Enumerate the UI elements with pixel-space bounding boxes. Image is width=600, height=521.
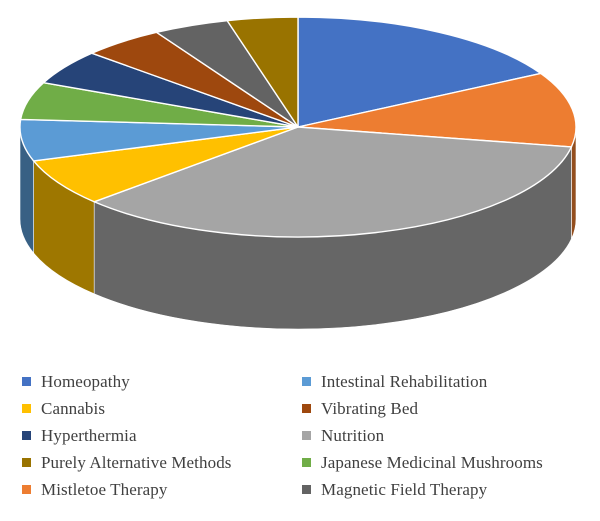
pie-sides	[19, 126, 577, 330]
legend-swatch	[302, 404, 311, 413]
legend-swatch	[22, 404, 31, 413]
legend-row: Mistletoe Therapy Magnetic Field Therapy	[22, 476, 592, 503]
legend-label: Purely Alternative Methods	[41, 452, 232, 472]
legend-row: Cannabis Vibrating Bed	[22, 395, 592, 422]
legend-swatch	[22, 485, 31, 494]
legend-item-hyperthermia: Hyperthermia	[22, 426, 302, 446]
legend-item-nutrition: Nutrition	[302, 426, 592, 446]
pie-slice-homeopathy	[297, 16, 542, 128]
pie-slice-cannabis	[32, 126, 299, 203]
legend-label: Magnetic Field Therapy	[321, 479, 488, 499]
pie-chart	[19, 16, 577, 330]
legend-swatch	[22, 458, 31, 467]
legend-label: Vibrating Bed	[321, 398, 419, 418]
legend-label: Hyperthermia	[41, 425, 137, 445]
legend-row: Purely Alternative Methods Japanese Medic…	[22, 449, 592, 476]
pie-slice-mistletoe-therapy	[297, 72, 577, 148]
legend-label: Cannabis	[41, 398, 106, 418]
legend-row: Hyperthermia Nutrition	[22, 422, 592, 449]
chart-legend: Homeopathy Intestinal Rehabilitation Canna…	[22, 368, 592, 503]
legend-row: Homeopathy Intestinal Rehabilitation	[22, 368, 592, 395]
legend-item-mistletoe-therapy: Mistletoe Therapy	[22, 480, 302, 500]
legend-item-magnetic-field-therapy: Magnetic Field Therapy	[302, 480, 592, 500]
pie-slice-nutrition	[93, 126, 573, 238]
legend-label: Nutrition	[321, 425, 385, 445]
legend-label: Homeopathy	[41, 371, 130, 391]
legend-label: Mistletoe Therapy	[41, 479, 168, 499]
pie-chart-svg	[19, 16, 577, 330]
legend-item-cannabis: Cannabis	[22, 399, 302, 419]
pie-slice-purely-alternative-methods	[226, 16, 299, 128]
legend-item-japanese-medicinal-mushrooms: Japanese Medicinal Mushrooms	[302, 453, 592, 473]
legend-swatch	[302, 377, 311, 386]
legend-swatch	[302, 485, 311, 494]
legend-item-intestinal-rehabilitation: Intestinal Rehabilitation	[302, 372, 592, 392]
legend-label: Japanese Medicinal Mushrooms	[321, 452, 543, 472]
pie-top	[19, 16, 577, 238]
legend-item-purely-alternative-methods: Purely Alternative Methods	[22, 453, 302, 473]
legend-item-homeopathy: Homeopathy	[22, 372, 302, 392]
legend-label: Intestinal Rehabilitation	[321, 371, 488, 391]
legend-swatch	[22, 377, 31, 386]
legend-swatch	[22, 431, 31, 440]
legend-swatch	[302, 431, 311, 440]
legend-swatch	[302, 458, 311, 467]
legend-item-vibrating-bed: Vibrating Bed	[302, 399, 592, 419]
